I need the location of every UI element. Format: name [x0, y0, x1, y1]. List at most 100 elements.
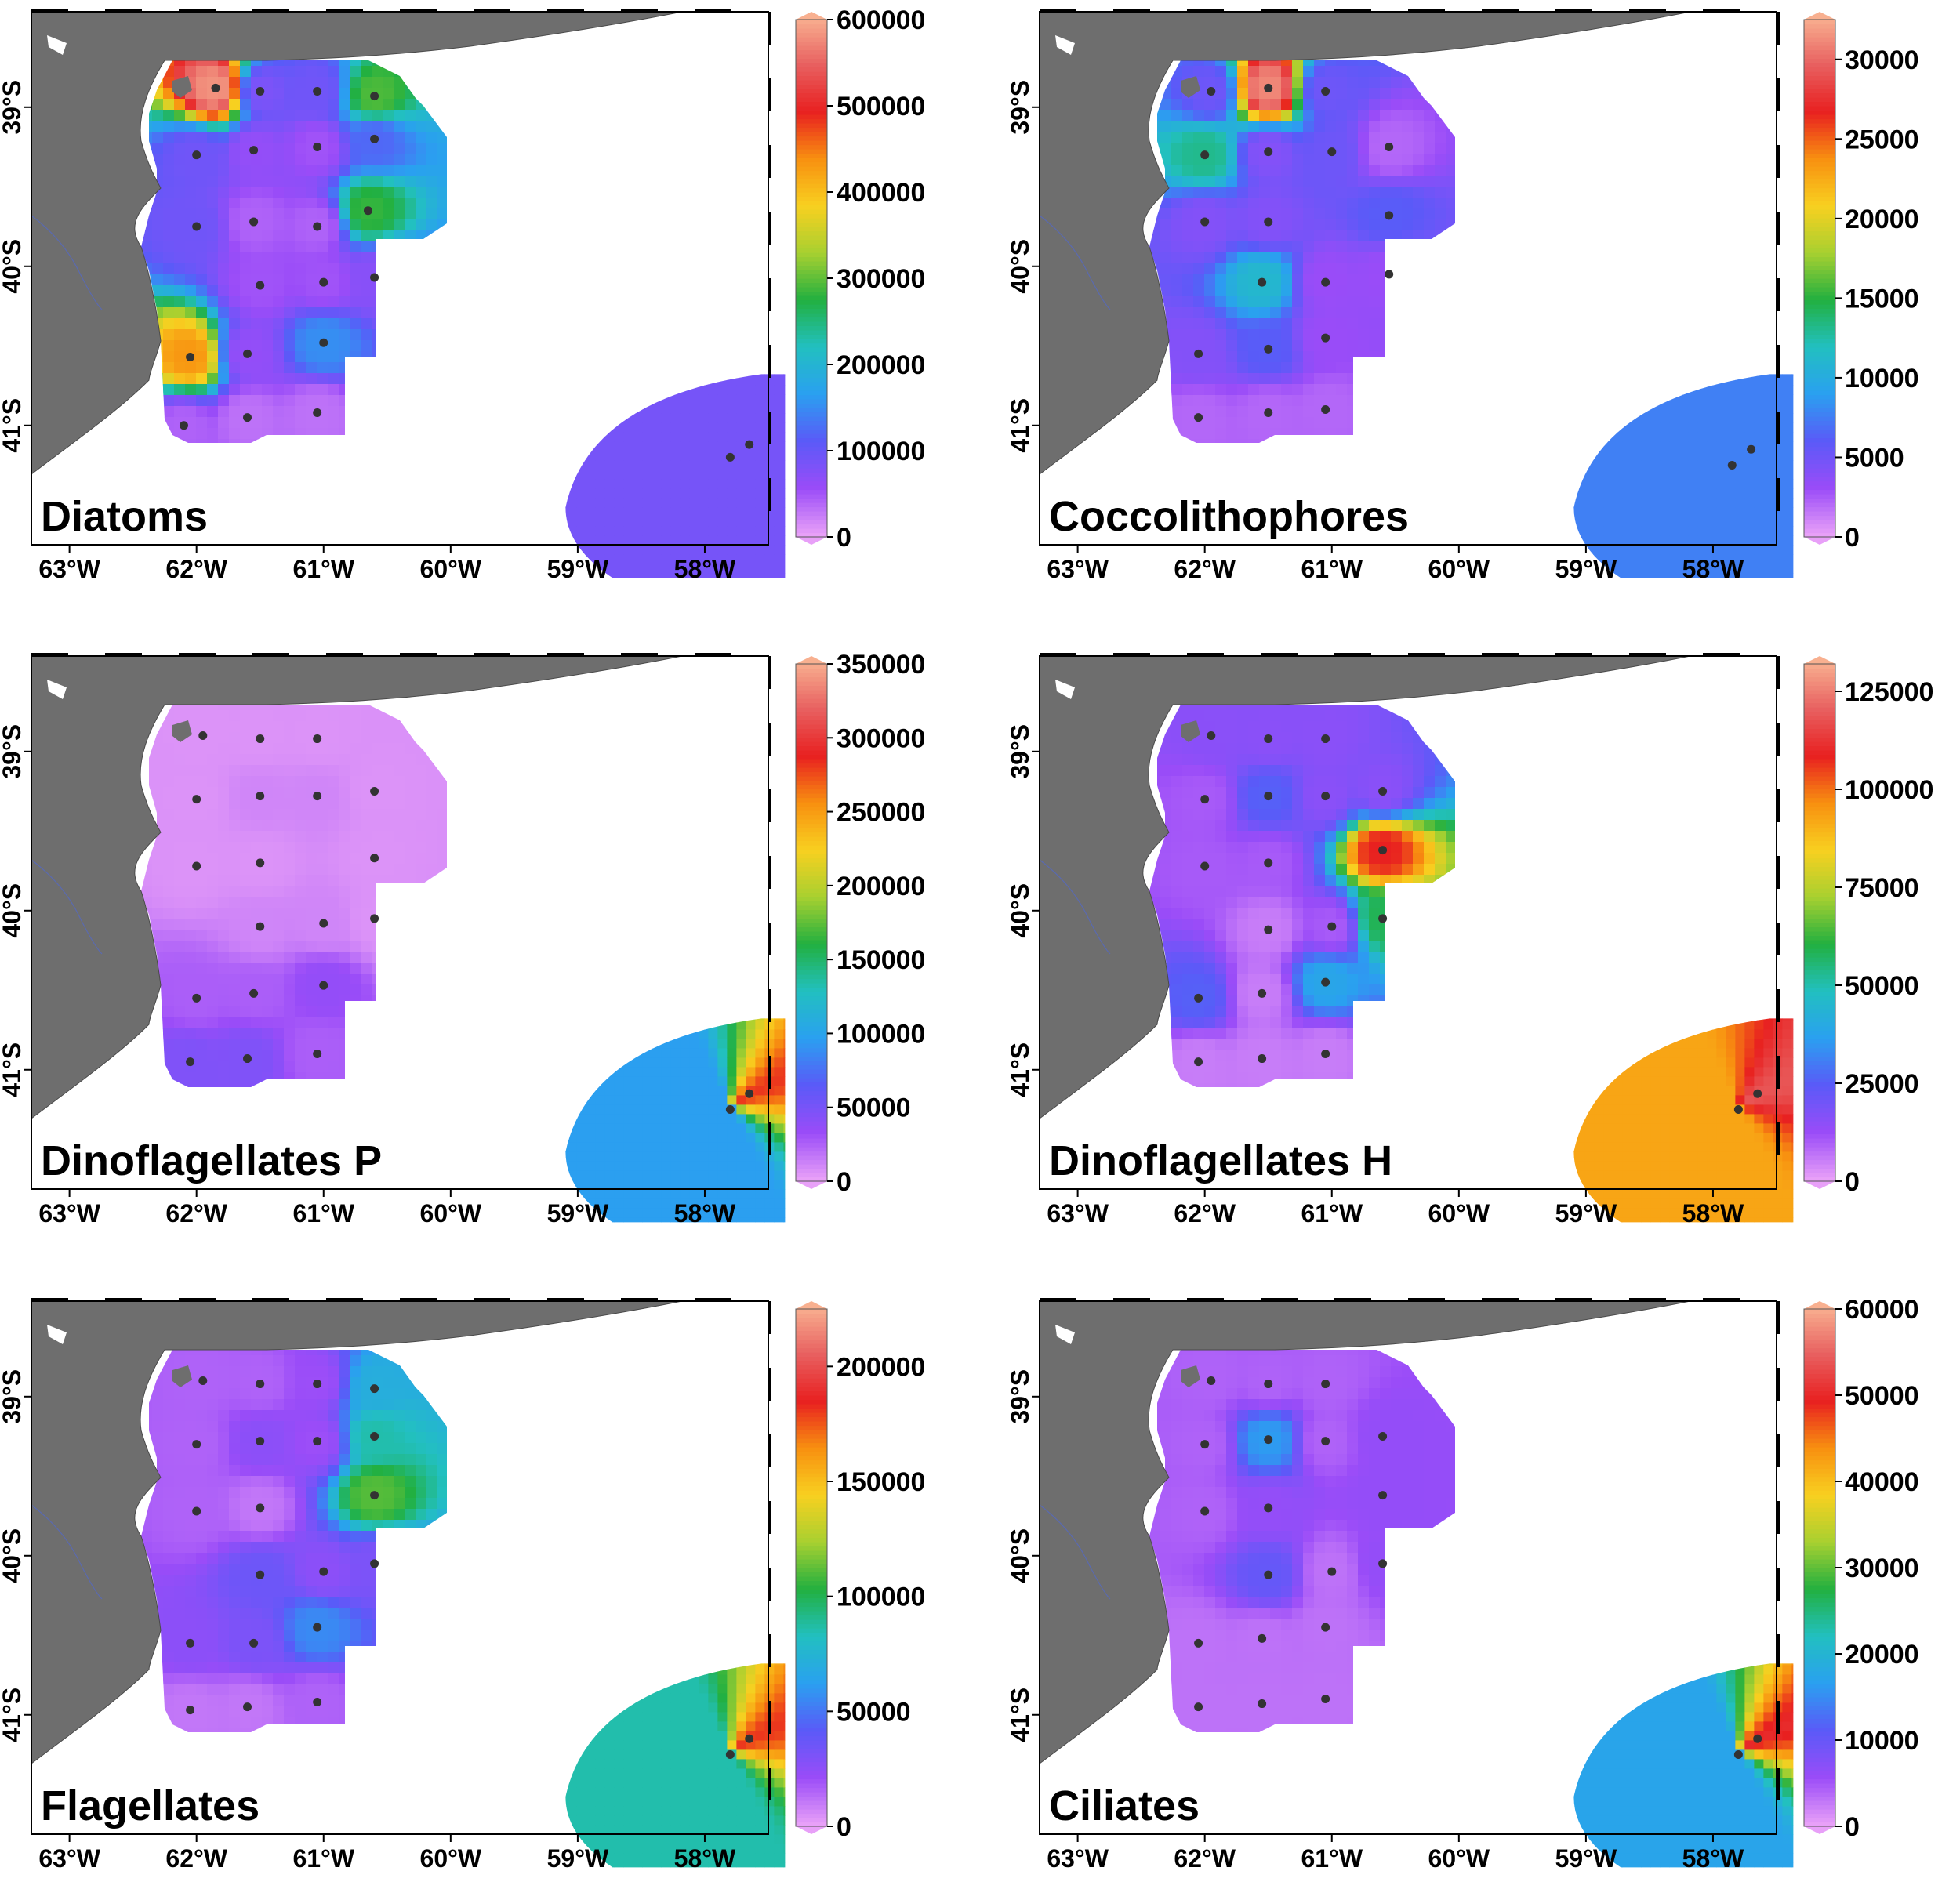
colorbar-tick-label: 150000: [837, 1467, 925, 1497]
frame-scale-bar: [1334, 653, 1371, 656]
sampling-station: [319, 919, 328, 928]
sampling-station: [243, 350, 252, 358]
y-tick-label: 40°S: [1006, 1528, 1034, 1583]
frame-scale-bar: [1777, 1568, 1780, 1601]
x-tick-label: 59°W: [1555, 1844, 1617, 1873]
colorbar-tick-label: 50000: [1845, 1381, 1919, 1411]
frame-scale-bar: [326, 653, 363, 656]
y-tick-label: 39°S: [1006, 80, 1034, 135]
sampling-station: [370, 135, 379, 143]
frame-scale-bar: [1777, 1434, 1780, 1467]
sampling-station: [192, 150, 201, 159]
colorbar-tick-label: 350000: [837, 650, 925, 680]
sampling-station: [364, 206, 372, 215]
sampling-station: [1194, 1702, 1203, 1711]
y-tick-label: 39°S: [0, 724, 26, 779]
sampling-station: [313, 792, 321, 800]
sampling-station: [256, 734, 264, 743]
sampling-station: [1194, 1639, 1203, 1648]
x-tick-label: 58°W: [674, 1199, 736, 1227]
frame-scale-bar: [326, 1298, 363, 1301]
frame-scale-bar: [1040, 653, 1076, 656]
sampling-station: [1200, 861, 1209, 870]
x-tick-label: 58°W: [674, 555, 736, 583]
sampling-station: [1200, 217, 1209, 226]
frame-scale-bar: [105, 653, 142, 656]
frame-scale-bar: [1703, 9, 1740, 12]
sampling-station: [1264, 1435, 1272, 1444]
sampling-station: [256, 1380, 264, 1388]
sampling-station: [319, 339, 328, 347]
frame-scale-bar: [1113, 653, 1150, 656]
x-tick-label: 59°W: [547, 1199, 609, 1227]
sampling-station: [192, 994, 201, 1003]
sampling-station: [745, 1735, 753, 1743]
sampling-station: [313, 1380, 321, 1388]
colorbar-tick-label: 60000: [1845, 1295, 1919, 1325]
sampling-station: [319, 278, 328, 287]
frame-scale-bar: [768, 789, 771, 822]
sampling-station: [370, 1491, 379, 1499]
frame-scale-bar: [1040, 1298, 1076, 1301]
colorbar-tick-label: 200000: [837, 1352, 925, 1382]
sampling-station: [1753, 1735, 1762, 1743]
sampling-station: [1264, 345, 1272, 354]
frame-scale-bar: [547, 9, 584, 12]
frame-scale-bar: [547, 653, 584, 656]
sampling-station: [1747, 445, 1755, 454]
x-tick-label: 63°W: [1047, 555, 1109, 583]
frame-scale-bar: [1482, 1298, 1519, 1301]
frame-scale-bar: [768, 1368, 771, 1401]
frame-scale-bar: [768, 1122, 771, 1155]
sampling-station: [1327, 1568, 1336, 1576]
sampling-station: [726, 1750, 735, 1759]
panel-title: Dinoflagellates H: [1049, 1137, 1392, 1184]
frame-scale-bar: [105, 1298, 142, 1301]
sampling-station: [1264, 217, 1272, 226]
frame-scale-bar: [326, 9, 363, 12]
frame-scale-bar: [768, 1056, 771, 1089]
sampling-station: [1378, 1491, 1387, 1499]
frame-scale-bar: [1261, 1298, 1298, 1301]
frame-scale-bar: [695, 1298, 731, 1301]
colorbar-tick-label: 50000: [837, 1697, 911, 1727]
sampling-station: [1258, 989, 1266, 998]
colorbar-tick-label: 100000: [837, 1019, 925, 1049]
sampling-station: [313, 143, 321, 151]
sampling-station: [319, 1568, 328, 1576]
frame-scale-bar: [768, 78, 771, 111]
sampling-station: [1321, 1380, 1330, 1388]
sampling-station: [313, 223, 321, 231]
frame-scale-bar: [1777, 789, 1780, 822]
frame-scale-bar: [768, 1434, 771, 1467]
y-tick-label: 41°S: [1006, 398, 1034, 453]
frame-scale-bar: [1777, 1056, 1780, 1089]
y-tick-label: 40°S: [1006, 239, 1034, 294]
sampling-station: [1321, 87, 1330, 96]
sampling-station: [370, 1384, 379, 1393]
frame-scale-bar: [1555, 1298, 1592, 1301]
sampling-station: [1327, 923, 1336, 931]
frame-scale-bar: [768, 212, 771, 245]
colorbar-tick-label: 125000: [1845, 677, 1933, 707]
colorbar-tick-label: 20000: [1845, 205, 1919, 234]
frame-scale-bar: [768, 1568, 771, 1601]
x-tick-label: 59°W: [547, 555, 609, 583]
frame-scale-bar: [768, 656, 771, 689]
sampling-station: [1194, 994, 1203, 1003]
sampling-station: [370, 273, 379, 281]
y-tick-label: 39°S: [0, 80, 26, 135]
colorbar-tick-label: 50000: [837, 1093, 911, 1123]
sampling-station: [1200, 795, 1209, 803]
frame-scale-bar: [1777, 278, 1780, 311]
x-tick-label: 60°W: [420, 1199, 482, 1227]
sampling-station: [180, 421, 188, 430]
sampling-station: [726, 453, 735, 462]
x-tick-label: 62°W: [1174, 1199, 1236, 1227]
sampling-station: [256, 858, 264, 867]
colorbar-tick-label: 40000: [1845, 1467, 1919, 1497]
colorbar-tick-label: 0: [837, 1812, 851, 1842]
x-tick-label: 61°W: [1301, 1844, 1363, 1873]
frame-scale-bar: [1777, 78, 1780, 111]
